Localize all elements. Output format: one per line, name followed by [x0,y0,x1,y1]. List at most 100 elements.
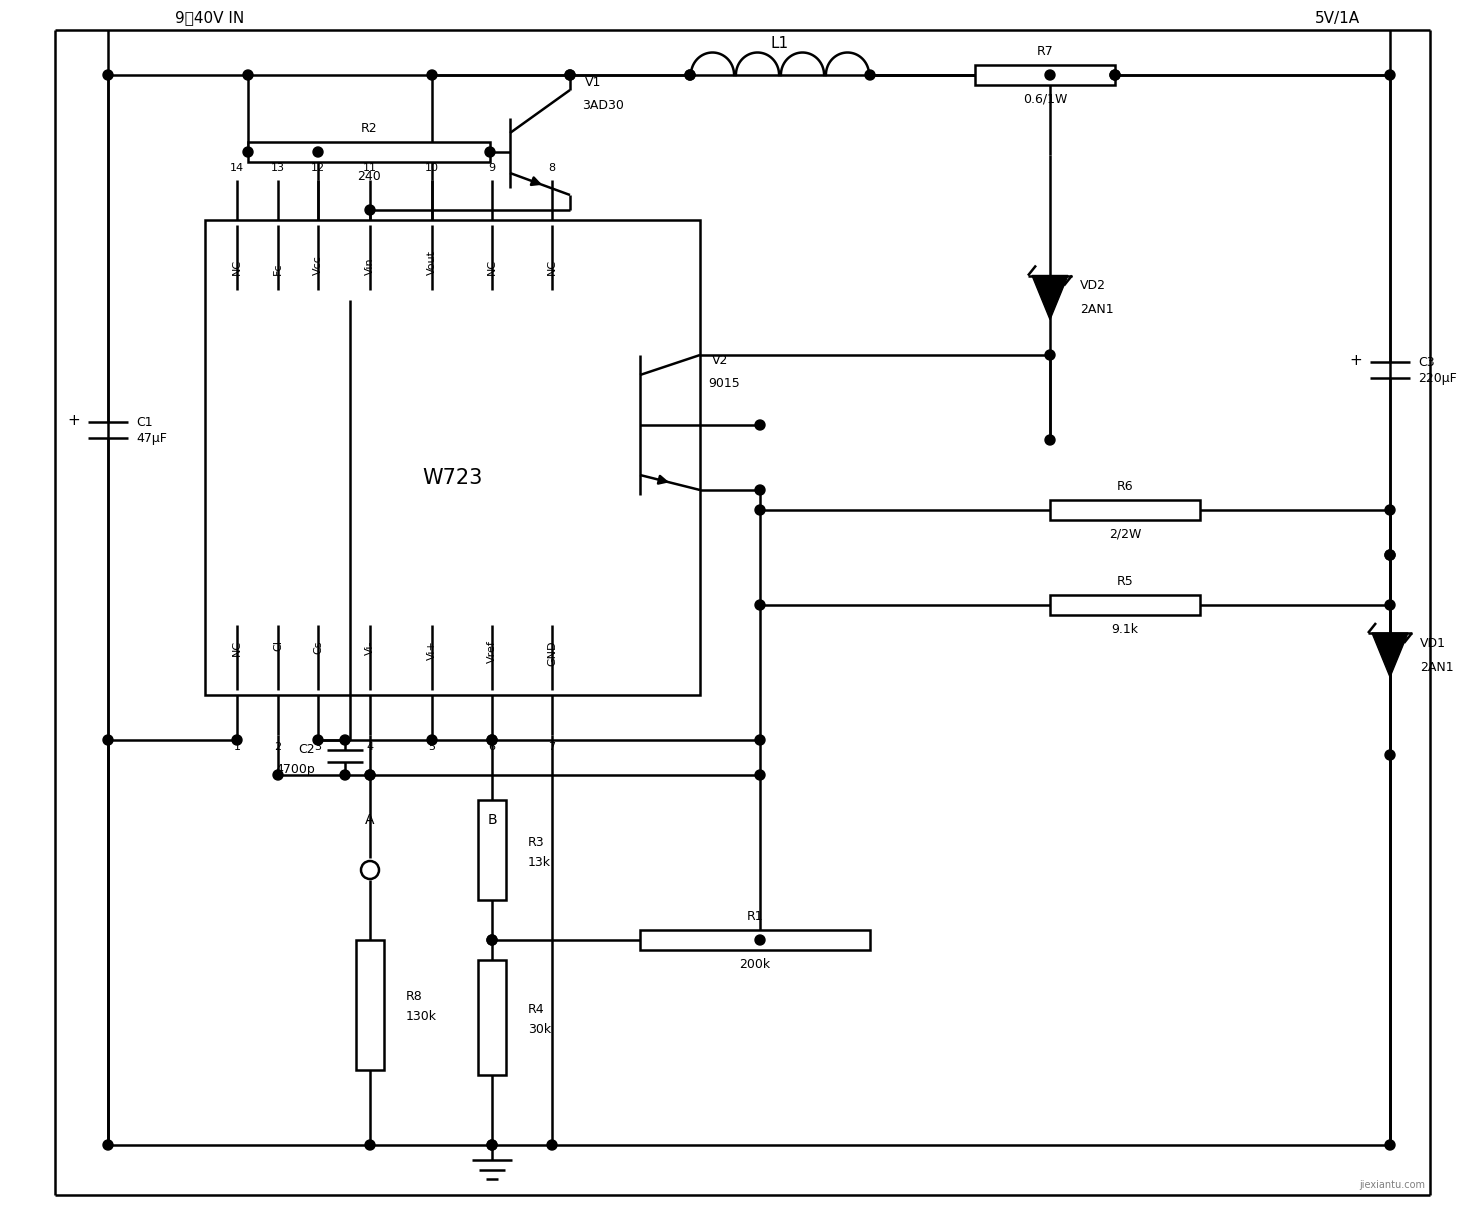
Text: CI: CI [273,639,283,650]
Bar [1049,500,1200,520]
Circle shape [1045,70,1055,80]
Text: VD1: VD1 [1419,637,1446,649]
Circle shape [312,147,323,156]
Text: R4: R4 [528,1003,544,1016]
Circle shape [103,736,113,745]
Circle shape [1110,70,1120,80]
Text: 1: 1 [233,742,240,752]
Circle shape [366,770,374,780]
Circle shape [1386,549,1394,561]
Text: 9015: 9015 [708,377,740,389]
Text: Cs: Cs [312,639,323,653]
Text: 9: 9 [488,163,495,172]
Text: NC: NC [231,639,242,657]
Text: 13k: 13k [528,855,551,869]
Circle shape [565,70,575,80]
Text: +: + [1349,352,1362,367]
Text: R3: R3 [528,835,544,849]
Text: C1: C1 [136,415,153,429]
Circle shape [547,1140,557,1149]
Text: 2: 2 [274,742,282,752]
Circle shape [243,147,254,156]
Circle shape [1386,1140,1394,1149]
Circle shape [103,1140,113,1149]
Bar [478,800,506,901]
Text: jiexiantu.com: jiexiantu.com [1359,1180,1425,1190]
Circle shape [273,770,283,780]
Circle shape [340,736,349,745]
Circle shape [1386,600,1394,610]
Text: R7: R7 [1036,44,1054,58]
Text: R6: R6 [1117,479,1134,493]
Circle shape [366,770,374,780]
Circle shape [1045,350,1055,360]
Text: +: + [68,413,80,428]
Text: Vout: Vout [427,250,436,275]
Bar [205,221,700,695]
Bar [1049,595,1200,615]
Circle shape [865,70,876,80]
Circle shape [366,1140,374,1149]
Text: 11: 11 [363,163,377,172]
Text: 8: 8 [548,163,556,172]
Text: C2: C2 [298,743,315,756]
Text: R2: R2 [361,122,377,134]
Text: 14: 14 [230,163,245,172]
Text: L1: L1 [771,36,789,51]
Text: 6: 6 [488,742,495,752]
Circle shape [103,70,113,80]
Text: Vin: Vin [366,257,374,275]
Circle shape [486,935,497,945]
Circle shape [1386,70,1394,80]
Text: 3AD30: 3AD30 [582,99,624,112]
Circle shape [755,736,765,745]
Text: Vref: Vref [486,639,497,663]
Text: R8: R8 [405,991,423,1004]
Text: GND: GND [547,639,557,665]
Circle shape [1386,750,1394,760]
Circle shape [243,70,254,80]
Text: W723: W723 [423,467,482,488]
Text: R1: R1 [747,909,764,923]
Text: 3: 3 [314,742,321,752]
Circle shape [1386,505,1394,515]
Circle shape [685,70,696,80]
Circle shape [685,70,696,80]
Text: Fc: Fc [273,262,283,275]
Polygon shape [1032,276,1069,319]
Circle shape [427,736,436,745]
Text: Vcc: Vcc [312,255,323,275]
Text: 12: 12 [311,163,326,172]
Bar [357,940,385,1071]
Text: 10: 10 [425,163,439,172]
Circle shape [486,736,497,745]
Circle shape [486,736,497,745]
Text: 2/2W: 2/2W [1108,527,1141,541]
Circle shape [486,1140,497,1149]
Text: 47μF: 47μF [136,431,167,445]
Circle shape [755,600,765,610]
Circle shape [1045,435,1055,445]
Circle shape [486,1140,497,1149]
Text: 13: 13 [271,163,284,172]
Text: NC: NC [231,259,242,275]
Text: 130k: 130k [405,1010,436,1024]
Bar [478,960,506,1076]
Polygon shape [1372,633,1408,678]
Text: VD2: VD2 [1080,278,1106,292]
Text: NC: NC [547,259,557,275]
Circle shape [565,70,575,80]
Bar [974,65,1114,85]
Text: 5: 5 [429,742,435,752]
Text: NC: NC [486,259,497,275]
Text: Vi+: Vi+ [427,639,436,660]
Circle shape [231,736,242,745]
Text: 9.1k: 9.1k [1111,622,1138,636]
Text: 2AN1: 2AN1 [1419,660,1453,674]
Text: 2AN1: 2AN1 [1080,303,1114,315]
Circle shape [755,505,765,515]
Circle shape [755,420,765,430]
Text: 7: 7 [548,742,556,752]
Text: 4: 4 [367,742,373,752]
Circle shape [427,70,436,80]
